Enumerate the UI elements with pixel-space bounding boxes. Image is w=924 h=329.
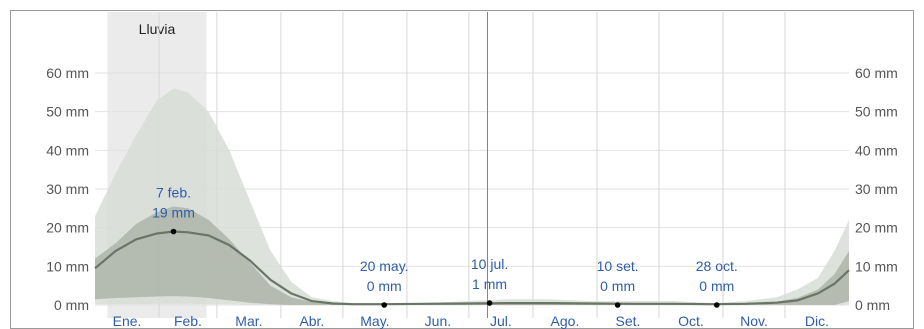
annotation-date: 10 set. [597,258,639,274]
y-tick-right: 30 mm [855,181,898,197]
month-label: May. [360,313,389,329]
y-tick-right: 0 mm [855,297,890,313]
month-label: Mar. [235,313,262,329]
annotation-amount: 0 mm [600,278,635,294]
season-label: Lluvia [139,21,176,37]
y-tick-right: 10 mm [855,258,898,274]
y-tick-right: 60 mm [855,65,898,81]
y-tick-left: 60 mm [46,65,89,81]
month-label: Ene. [113,313,142,329]
annotation-amount: 0 mm [699,278,734,294]
month-label: Ago. [551,313,580,329]
y-tick-left: 20 mm [46,220,89,236]
annotation-dot [614,302,621,308]
inner-band-area [95,206,849,305]
annotation-amount: 19 mm [152,205,195,221]
annotation-date: 10 jul. [471,256,508,272]
month-label: Oct. [678,313,704,329]
month-label: Nov. [740,313,768,329]
month-label: Set. [616,313,641,329]
y-tick-right: 20 mm [855,220,898,236]
annotation-dot [713,302,720,308]
month-label: Jun. [425,313,451,329]
month-label: Jul. [490,313,512,329]
annotation-dot [381,302,388,308]
annotation-date: 7 feb. [156,185,191,201]
y-tick-left: 0 mm [54,297,89,313]
y-tick-left: 50 mm [46,104,89,120]
y-tick-left: 40 mm [46,142,89,158]
y-tick-right: 50 mm [855,104,898,120]
annotation-amount: 1 mm [472,276,507,292]
y-tick-left: 10 mm [46,258,89,274]
annotation-dot [170,228,177,235]
y-tick-left: 30 mm [46,181,89,197]
annotation-date: 28 oct. [696,258,738,274]
month-label: Feb. [174,313,202,329]
annotation-dot [486,300,493,306]
month-label: Dic. [805,313,829,329]
y-tick-right: 40 mm [855,142,898,158]
annotation-amount: 0 mm [367,278,402,294]
month-label: Abr. [299,313,324,329]
annotation-date: 20 may. [360,258,409,274]
